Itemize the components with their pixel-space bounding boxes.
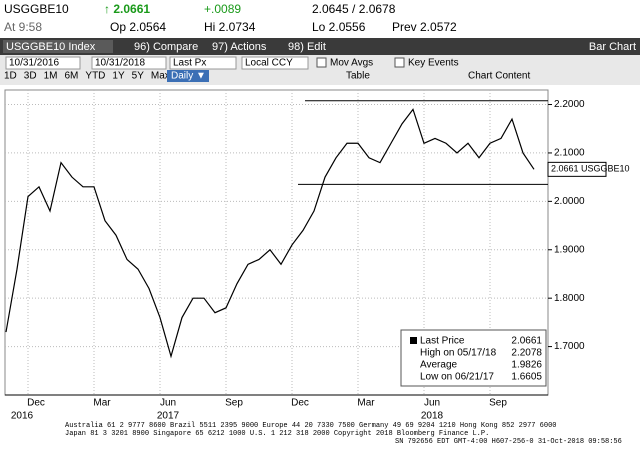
legend-swatch [410,337,417,344]
frequency[interactable]: Daily ▼ [171,71,206,82]
legend-label: Last Price [420,336,465,347]
edit-button[interactable]: 98) Edit [288,41,326,53]
x-tick-label: Mar [357,398,375,409]
range-button[interactable]: 1M [44,71,58,82]
x-year-label: 2018 [421,411,444,422]
legend-value: 2.0661 [511,336,542,347]
range-button[interactable]: 5Y [132,71,145,82]
range-button[interactable]: YTD [85,71,105,82]
y-tick-label: 2.0000 [554,196,585,207]
x-tick-label: Mar [93,398,111,409]
x-tick-label: Dec [291,398,309,409]
range-button[interactable]: Max [151,71,170,82]
range-button[interactable]: 3D [24,71,37,82]
change: +.0089 [204,2,241,16]
range-button[interactable]: 1Y [112,71,125,82]
x-tick-label: Sep [225,398,243,409]
field-box[interactable] [169,56,237,70]
price-line [5,108,535,359]
currency-box[interactable] [241,56,309,70]
legend-label: High on 05/17/18 [420,348,497,359]
x-tick-label: Jun [424,398,440,409]
start-date[interactable]: 10/31/2016 [9,58,59,69]
legend-value: 1.9826 [511,360,542,371]
footer-line: Japan 81 3 3201 8900 Singapore 65 6212 1… [65,430,489,438]
x-tick-label: Jun [160,398,176,409]
low: Lo 2.0556 [312,20,366,34]
field[interactable]: Last Px [173,58,206,69]
end-date[interactable]: 10/31/2018 [95,58,145,69]
y-tick-label: 1.7000 [554,341,585,352]
legend-value: 2.2078 [511,348,542,359]
high: Hi 2.0734 [204,20,256,34]
compare-button[interactable]: 96) Compare [134,41,198,53]
range-button[interactable]: 1D [4,71,17,82]
start-box[interactable] [5,56,81,70]
bid-ask: 2.0645 / 2.0678 [312,2,396,16]
legend-value: 1.6605 [511,372,542,383]
y-tick-label: 2.2000 [554,99,585,110]
last: ↑ 2.0661 [104,2,150,16]
x-year-label: 2017 [157,411,180,422]
checkbox[interactable] [394,57,405,68]
frequency-box[interactable] [167,70,209,82]
ticker: USGGBE10 [4,2,69,16]
end-box[interactable] [91,56,167,70]
x-tick-label: Sep [489,398,507,409]
range-button[interactable]: 6M [65,71,79,82]
legend-box [400,329,547,387]
y-tick-label: 1.8000 [554,293,585,304]
chart-content-button[interactable]: Chart Content [468,71,530,82]
last-tag-box [547,161,607,177]
legend-label: Low on 06/21/17 [420,372,494,383]
prev: Prev 2.0572 [392,20,457,34]
time: At 9:58 [4,20,42,34]
checkbox[interactable] [316,57,327,68]
legend-label: Average [420,360,458,371]
chart-kind: Bar Chart [589,41,636,53]
security[interactable]: USGGBE10 Index [6,41,96,53]
currency[interactable]: Local CCY [245,58,293,69]
y-tick-label: 1.9000 [554,244,585,255]
y-tick-label: 2.1000 [554,148,585,159]
open: Op 2.0564 [110,20,166,34]
key-events[interactable]: Key Events [408,58,459,69]
table-button[interactable]: Table [346,71,370,82]
x-year-label: 2016 [11,411,34,422]
toolbar [0,38,640,55]
x-tick-label: Dec [27,398,45,409]
footer-line: Australia 61 2 9777 8600 Brazil 5511 239… [65,422,556,430]
actions-button[interactable]: 97) Actions [212,41,267,53]
last-tag: 2.0661 USGGBE10 [551,164,630,174]
mov-avgs[interactable]: Mov Avgs [330,58,373,69]
footer-line: SN 792656 EDT GMT-4:00 H607-256-0 31-Oct… [395,438,622,446]
security-box[interactable] [3,40,113,53]
